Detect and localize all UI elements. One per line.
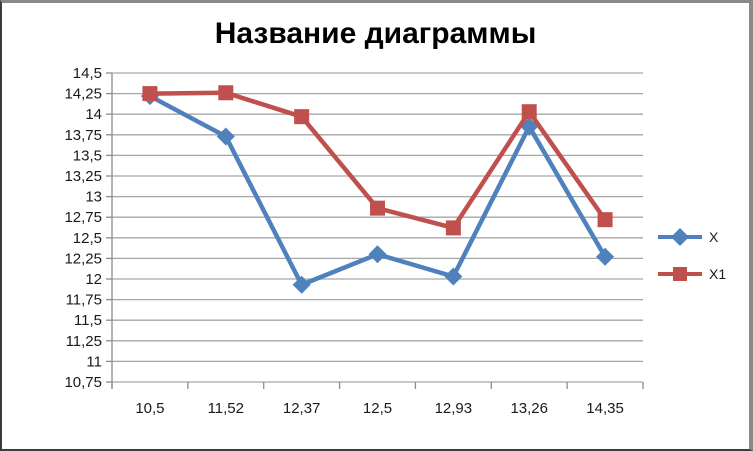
y-tick-label: 11,75 — [66, 292, 102, 309]
series-x-legend-marker-icon — [658, 228, 702, 246]
x-tick-label: 12,93 — [435, 400, 473, 417]
x-tick-label: 11,52 — [208, 400, 244, 417]
series-x1-marker[interactable] — [370, 200, 385, 216]
y-tick-label: 11,5 — [74, 312, 102, 329]
legend-item-x1[interactable]: X1 — [657, 264, 726, 284]
legend: X X1 — [657, 227, 726, 284]
series-x1-marker[interactable] — [597, 212, 613, 228]
y-tick-label: 12,5 — [73, 230, 102, 247]
series-x-marker[interactable] — [216, 127, 235, 146]
y-tick-label: 11,25 — [66, 333, 102, 350]
x-tick-label: 12,5 — [363, 400, 392, 417]
y-tick-label: 12,75 — [64, 209, 102, 226]
x-tick-label: 14,35 — [586, 400, 624, 417]
y-tick-label: 11 — [86, 353, 102, 370]
y-tick-label: 13,5 — [73, 147, 102, 164]
y-tick-label: 13 — [85, 189, 102, 206]
y-tick-label: 14 — [85, 106, 102, 123]
y-tick-label: 14,5 — [73, 65, 102, 82]
y-tick-label: 12,25 — [64, 250, 102, 267]
x-tick-label: 13,26 — [510, 400, 548, 417]
x-tick-label: 12,37 — [283, 400, 321, 417]
y-tick-label: 13,75 — [64, 127, 102, 144]
legend-label-x: X — [709, 229, 719, 245]
series-x1-marker[interactable] — [142, 86, 158, 102]
y-tick-label: 10,75 — [64, 374, 102, 391]
series-x-marker[interactable] — [368, 245, 387, 264]
legend-label-x1: X1 — [709, 266, 727, 282]
series-x1-marker[interactable] — [294, 109, 310, 125]
chart-title: Название диаграммы — [214, 17, 537, 50]
series-x-marker[interactable] — [292, 275, 311, 294]
x-tick-label: 10,5 — [135, 400, 164, 417]
series-x1-legend-marker-icon — [658, 267, 702, 281]
plot-area: 14,5 14,25 14 13,75 13,5 13,25 13 12,75 12,5 12,2… — [64, 65, 644, 417]
y-tick-label: 12 — [85, 271, 102, 288]
series-x-marker[interactable] — [444, 267, 463, 286]
series-x1-marker[interactable] — [445, 220, 461, 236]
series-x1-marker[interactable] — [521, 104, 537, 120]
legend-item-x[interactable]: X — [657, 227, 726, 247]
y-tick-label: 14,25 — [64, 86, 102, 103]
series-x-marker[interactable] — [596, 247, 615, 266]
series-x1-marker[interactable] — [218, 85, 234, 101]
y-tick-label: 13,25 — [64, 168, 102, 185]
